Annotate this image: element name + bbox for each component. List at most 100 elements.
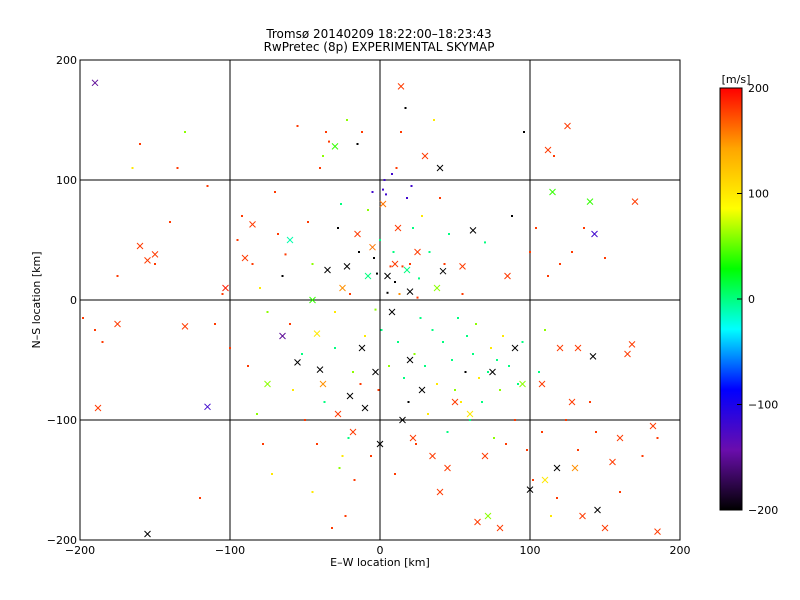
- data-point-dot: [409, 263, 411, 265]
- y-tick-label: 200: [56, 54, 77, 67]
- data-point-cross-stroke: [553, 464, 561, 472]
- data-point-dot: [464, 371, 467, 373]
- data-point-dot: [559, 263, 561, 265]
- data-point-cross-stroke: [369, 243, 376, 251]
- x-tick-label: 100: [520, 544, 541, 557]
- data-point-dot: [380, 329, 383, 331]
- data-point-cross-stroke: [436, 164, 444, 172]
- data-point-dot: [565, 419, 567, 421]
- data-point-cross-stroke: [364, 272, 372, 280]
- data-point-dot: [466, 335, 468, 337]
- data-point-dot: [241, 215, 243, 217]
- data-point-cross: [313, 330, 321, 337]
- data-point-dot: [493, 437, 495, 439]
- colorbar-label: [m/s]: [722, 73, 751, 86]
- data-point-cross-stroke: [313, 330, 321, 337]
- data-point-dot: [431, 329, 434, 331]
- data-point-dot: [373, 257, 375, 259]
- x-axis-ticks: −200 −100 0 100 200: [65, 60, 691, 557]
- data-point-cross: [324, 266, 331, 274]
- data-point-cross-stroke: [591, 230, 598, 238]
- data-point-cross-stroke: [466, 410, 474, 418]
- data-point-cross: [654, 528, 661, 535]
- data-point-dot: [416, 296, 419, 299]
- data-point-cross: [204, 403, 211, 411]
- data-point-dot: [550, 515, 552, 517]
- data-point-dot: [304, 419, 306, 421]
- data-point-cross-stroke: [316, 366, 324, 373]
- data-point-dot: [199, 497, 201, 499]
- data-point-cross: [591, 230, 598, 238]
- y-axis-label: N–S location [km]: [30, 251, 43, 348]
- data-point-dot: [392, 251, 395, 253]
- data-point-dot: [526, 449, 528, 451]
- data-point-dot: [82, 317, 84, 319]
- data-point-dot: [595, 431, 597, 433]
- data-point-cross-stroke: [394, 224, 402, 232]
- data-point-cross-stroke: [334, 410, 342, 418]
- data-point-cross-stroke: [526, 486, 534, 493]
- data-point-dot: [341, 455, 344, 457]
- data-point-cross: [568, 398, 576, 406]
- y-tick-label: 0: [70, 294, 77, 307]
- data-point-cross-stroke: [372, 368, 379, 376]
- data-point-dot: [154, 263, 156, 265]
- data-point-cross-stroke: [481, 452, 489, 460]
- data-point-cross: [433, 284, 441, 292]
- data-point-cross-stroke: [571, 464, 579, 472]
- data-point-dot: [529, 251, 531, 253]
- data-point-dot: [421, 215, 423, 217]
- data-point-dot: [544, 329, 546, 331]
- x-tick-label: −200: [65, 544, 95, 557]
- data-point-cross-stroke: [91, 79, 99, 87]
- data-point-cross: [399, 416, 406, 424]
- data-point-cross-stroke: [144, 530, 151, 538]
- data-point-dot: [571, 251, 573, 253]
- data-point-dot: [404, 107, 407, 109]
- data-point-cross: [406, 288, 414, 295]
- data-point-cross: [409, 434, 417, 442]
- data-point-cross-stroke: [324, 266, 331, 274]
- data-point-dot: [334, 311, 336, 313]
- data-point-cross: [601, 524, 609, 532]
- data-point-dot: [391, 173, 393, 175]
- colorbar-tick-label: 100: [748, 188, 769, 201]
- data-point-cross: [144, 530, 151, 538]
- data-point-cross: [481, 452, 489, 460]
- data-point-cross-stroke: [358, 344, 366, 352]
- data-point-dot: [307, 221, 309, 223]
- data-point-cross-stroke: [649, 422, 657, 430]
- data-point-dot: [521, 341, 524, 343]
- data-point-cross-stroke: [564, 122, 571, 130]
- data-point-cross-stroke: [556, 344, 564, 352]
- data-point-dot: [415, 443, 417, 445]
- colorbar-tick-label: −200: [748, 504, 778, 517]
- data-point-dot: [461, 293, 464, 295]
- data-point-dot: [247, 365, 249, 367]
- data-point-cross-stroke: [349, 428, 357, 436]
- data-point-dot: [454, 389, 456, 391]
- data-point-dot: [131, 167, 134, 169]
- data-point-dot: [472, 353, 474, 355]
- data-point-cross-stroke: [429, 452, 436, 460]
- data-point-cross-stroke: [579, 512, 586, 520]
- data-point-dot: [337, 227, 339, 229]
- data-point-cross: [489, 368, 496, 376]
- data-point-dot: [583, 227, 585, 229]
- data-point-dot: [221, 293, 224, 295]
- data-point-cross-stroke: [519, 380, 526, 388]
- x-tick-label: 200: [670, 544, 691, 557]
- data-point-dot: [412, 227, 414, 229]
- grid-lines: [80, 60, 680, 540]
- data-point-cross: [136, 242, 144, 250]
- data-point-dot: [353, 479, 356, 481]
- data-point-dot: [436, 383, 438, 385]
- data-point-cross-stroke: [144, 257, 151, 264]
- data-point-dot: [523, 131, 525, 133]
- data-point-cross: [364, 272, 372, 280]
- data-point-cross-stroke: [222, 284, 229, 292]
- data-point-cross-stroke: [331, 143, 339, 150]
- data-point-cross-stroke: [399, 416, 406, 424]
- data-point-dot: [352, 371, 354, 373]
